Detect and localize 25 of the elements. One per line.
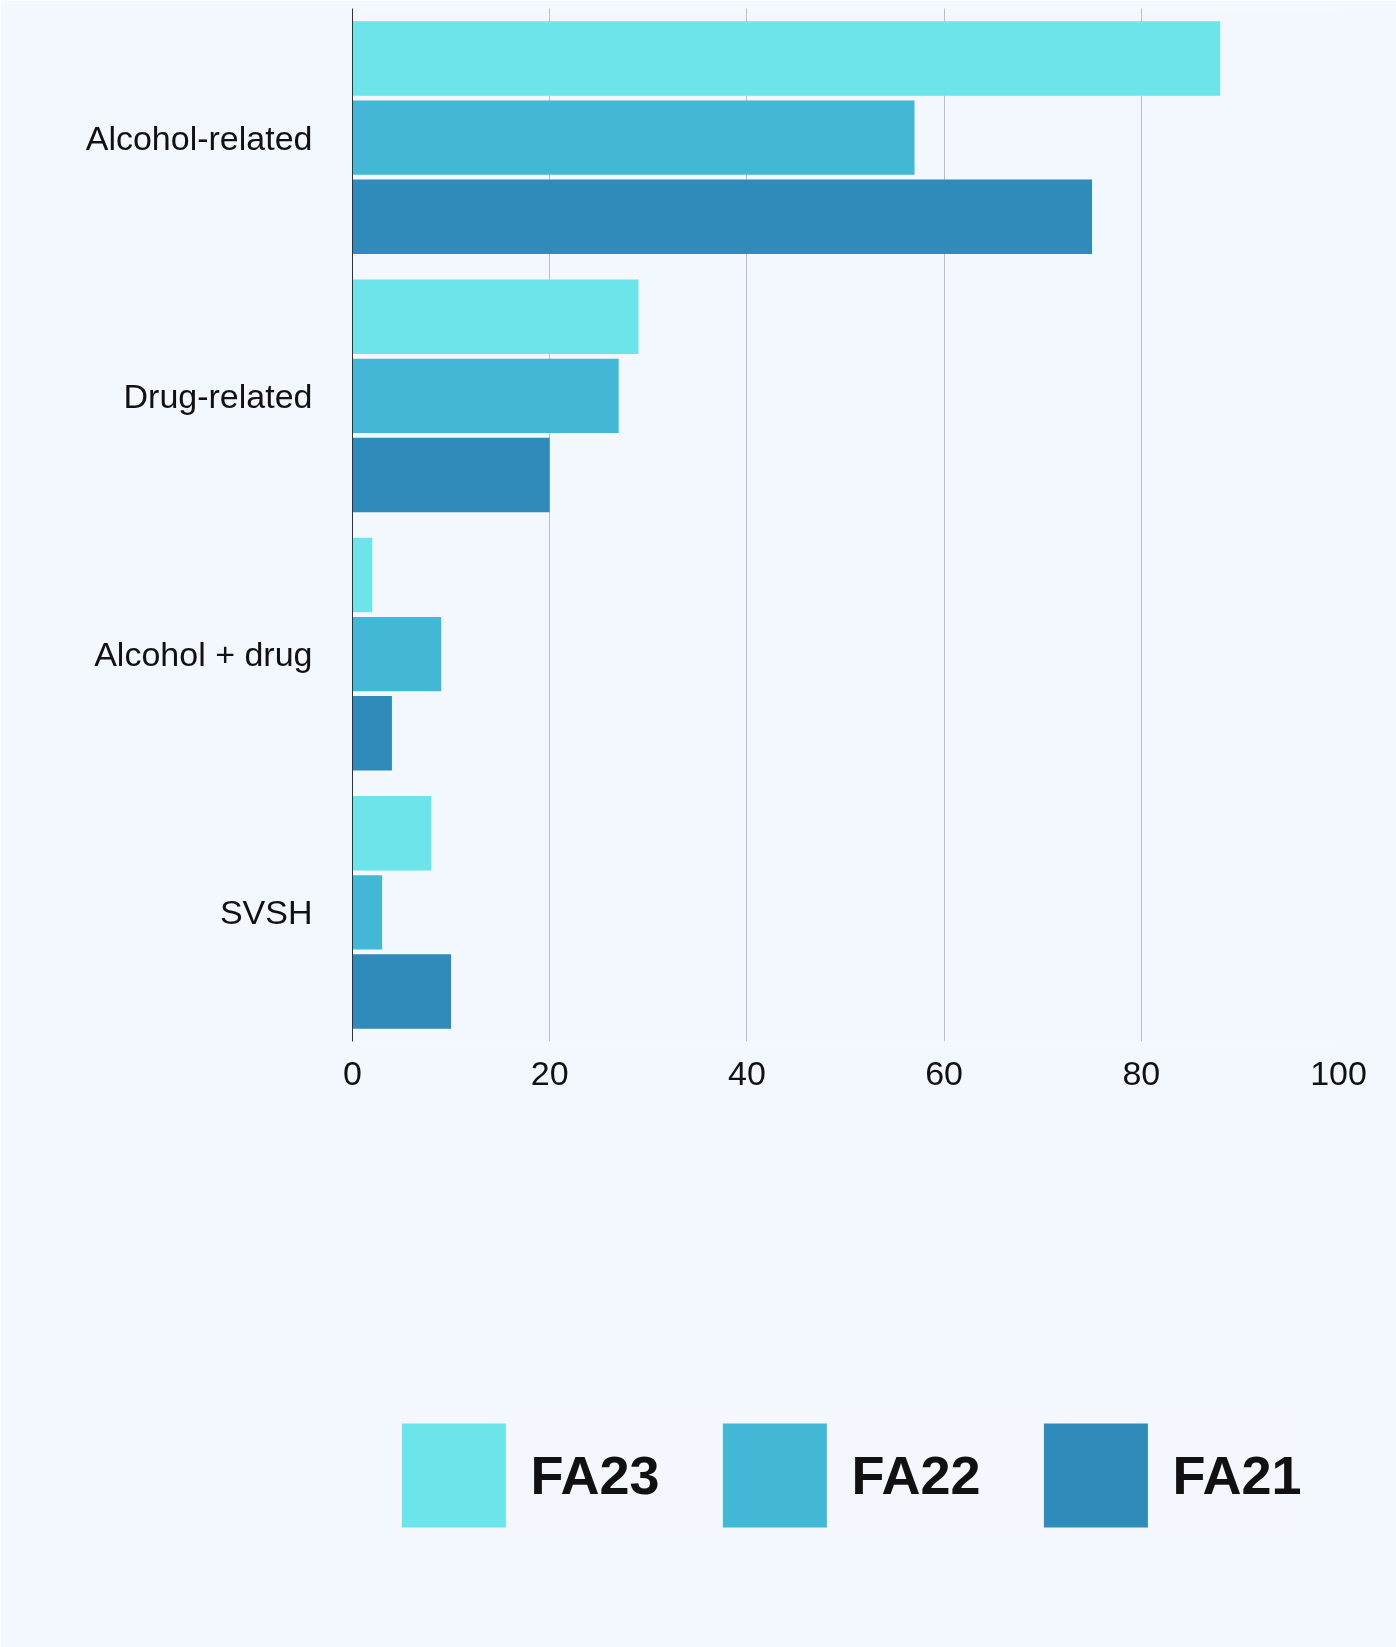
- legend-label: FA22: [851, 1443, 981, 1506]
- legend-label: FA23: [530, 1443, 660, 1506]
- bar: [352, 696, 392, 771]
- x-tick-label: 0: [343, 1053, 362, 1092]
- bar: [352, 100, 915, 175]
- x-tick-label: 100: [1310, 1053, 1367, 1092]
- y-tick-label: Drug-related: [123, 376, 313, 415]
- bar: [352, 179, 1092, 255]
- bar: [352, 954, 452, 1029]
- x-tick-label: 80: [1122, 1053, 1161, 1092]
- legend-label: FA21: [1172, 1443, 1302, 1506]
- bar: [352, 616, 442, 692]
- x-tick-label: 60: [925, 1053, 964, 1092]
- x-tick-label: 40: [727, 1053, 766, 1092]
- bar: [352, 437, 550, 513]
- bar: [352, 358, 619, 434]
- y-tick-label: SVSH: [219, 893, 313, 932]
- bar: [352, 795, 432, 871]
- bar: [352, 21, 1221, 96]
- bar: [352, 875, 383, 950]
- bar: [352, 537, 373, 613]
- y-tick-label: Alcohol-related: [85, 118, 313, 157]
- bar: [352, 279, 639, 354]
- y-tick-label: Alcohol + drug: [94, 635, 313, 674]
- x-tick-label: 20: [530, 1053, 569, 1092]
